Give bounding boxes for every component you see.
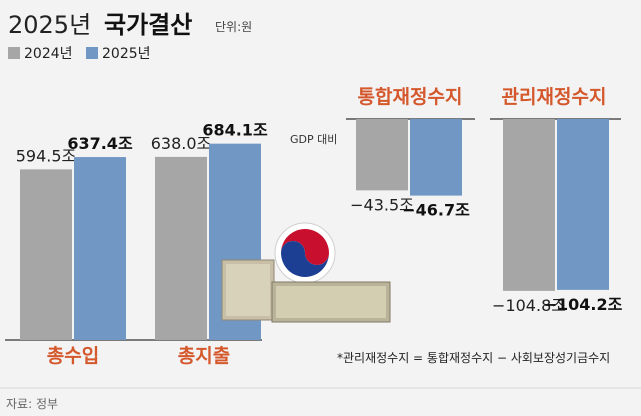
bar-revenue-2025년 [74,157,126,340]
value-label-managed-2025년: −104.2조 [544,295,623,314]
value-label-revenue-2025년: 637.4조 [67,134,133,153]
bar-revenue-2024년 [20,169,72,340]
taegeuk-red-icon [281,229,329,265]
value-label-revenue-2024년: 594.5조 [16,146,77,165]
value-label-expenditure-2024년: 638.0조 [151,134,212,153]
gdp-ratio-label: GDP 대비 [290,133,337,146]
value-label-integrated-2025년: −46.7조 [402,201,470,220]
value-label-managed-2024년: −104.8조 [492,296,566,315]
category-label-revenue: 총수입 [47,345,99,367]
banknote-face-icon [226,264,270,316]
bar-managed-2025년 [557,119,609,290]
integrated-balance-title: 통합재정수지 [358,86,463,108]
managed-balance-chart: 관리재정수지 −104.8조−104.2조 [490,86,623,315]
money-illustration [221,222,391,323]
legend-label-2025: 2025년 [102,46,151,62]
footnote: *관리재정수지 = 통합재정수지 − 사회보장성기금수지 [337,351,610,365]
value-label-expenditure-2025년: 684.1조 [202,121,268,140]
page-title: 국가결산 [104,11,192,39]
bar-integrated-2025년 [410,119,462,196]
category-label-expenditure: 총지출 [178,345,230,367]
managed-balance-title: 관리재정수지 [502,86,607,108]
taegeuk-blue-icon [281,241,329,277]
source-label: 자료: 정부 [6,397,58,411]
value-label-integrated-2024년: −43.5조 [350,195,414,214]
bar-managed-2024년 [503,119,555,291]
bar-expenditure-2024년 [155,156,207,340]
integrated-balance-chart: 통합재정수지 GDP 대비 −43.5조−46.7조 [290,86,475,220]
unit-label: 단위:원 [215,20,252,34]
legend-swatch-2025 [86,47,98,59]
title-year: 2025년 [8,11,91,39]
bar-integrated-2024년 [356,119,408,191]
legend-label-2024: 2024년 [24,46,73,62]
banknote-bundle-face-icon [276,286,386,318]
legend-swatch-2024 [8,47,20,59]
